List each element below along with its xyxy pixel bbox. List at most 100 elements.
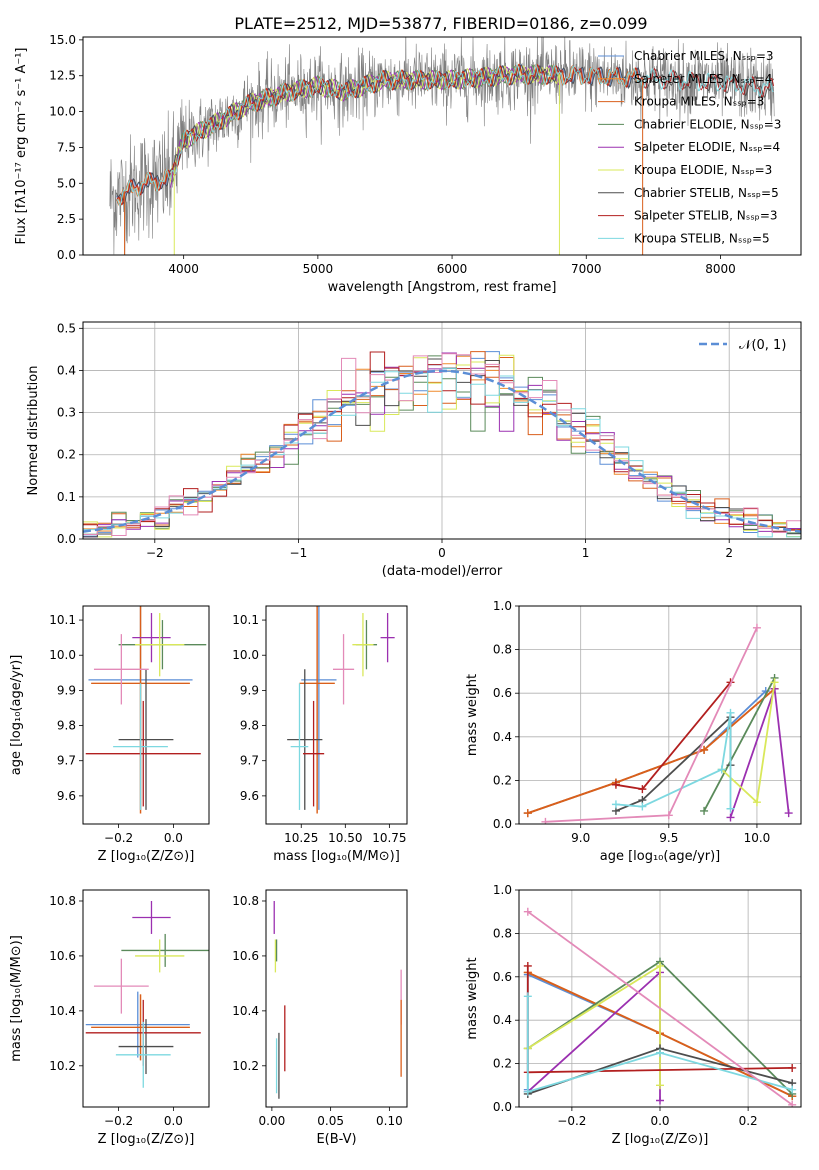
legend-label: 𝒩(0, 1)	[739, 338, 786, 353]
panel-4: 9.0 9.5 10.0 0.0 0.2 0.4 0.6 0.8 1.0 age [log₁₀(a…	[465, 599, 802, 864]
x-axis-label: (data-model)/error	[382, 564, 503, 579]
weight-line	[703, 677, 776, 812]
x-axis-label: age [log₁₀(age/yr)]	[600, 849, 721, 864]
error-point	[118, 669, 174, 810]
panel-1: −2 −1 0 1 2 0.0 0.1 0.2 0.3 0.4 0.5 (data-model)/er…	[26, 321, 802, 579]
x-tick-label: 0.0	[650, 1114, 669, 1128]
error-point	[93, 634, 149, 705]
error-point	[303, 700, 325, 807]
error-point	[118, 1019, 174, 1075]
x-tick-label: 9.5	[659, 831, 678, 845]
x-tick-label: 6000	[437, 262, 468, 276]
y-tick-label: 10.8	[49, 894, 76, 908]
x-tick-label: 0	[438, 546, 446, 560]
plus-marker	[523, 961, 532, 970]
plus-marker	[656, 1048, 664, 1057]
plus-marker	[788, 1085, 797, 1094]
y-tick-label: 0.2	[493, 773, 512, 787]
y-axis-label: mass [log₁₀(M/M⊙)]	[9, 935, 24, 1062]
error-point	[132, 613, 171, 663]
plot-area	[85, 606, 207, 814]
error-point	[91, 994, 190, 1061]
x-tick-label: 10.25	[284, 831, 318, 845]
x-tick-label: 8000	[705, 262, 736, 276]
error-point	[132, 900, 171, 934]
x-tick-label: 9.0	[571, 831, 590, 845]
y-tick-label: 10.0	[49, 105, 76, 119]
plus-marker	[752, 798, 761, 807]
y-tick-label: 2.5	[57, 212, 76, 226]
x-tick-label: 10.50	[328, 831, 362, 845]
plus-marker	[523, 907, 532, 916]
weight-line	[527, 910, 793, 1106]
x-tick-label: 2	[725, 546, 733, 560]
y-axis-label: Normed distribution	[26, 366, 41, 496]
x-axis-label: Z [log₁₀(Z/Z⊙)]	[98, 849, 195, 864]
legend-label: Salpeter MILES, Nₛₛₚ=4	[634, 72, 772, 86]
plus-marker	[523, 809, 532, 818]
axes-frame	[265, 889, 408, 1108]
x-tick-label: −0.2	[557, 1114, 586, 1128]
weight-line	[526, 996, 793, 1094]
plus-marker	[788, 1063, 797, 1072]
plot-area	[287, 606, 395, 814]
plus-marker	[700, 806, 709, 815]
error-point	[93, 958, 149, 1014]
x-tick-label: 0.0	[164, 831, 183, 845]
error-point	[113, 683, 168, 810]
x-tick-label: 0.05	[317, 1114, 344, 1128]
legend-label: Chabrier MILES, Nₛₛₚ=3	[634, 49, 774, 63]
x-tick-label: 7000	[571, 262, 602, 276]
y-tick-label: 9.9	[240, 683, 259, 697]
plot-area	[523, 623, 793, 824]
y-tick-label: 0.4	[57, 363, 76, 377]
legend-label: Chabrier STELIB, Nₛₛₚ=5	[634, 186, 779, 200]
y-tick-label: 9.6	[240, 789, 259, 803]
x-tick-label: 0.2	[739, 1114, 758, 1128]
x-tick-label: 10.75	[372, 831, 406, 845]
error-point	[121, 933, 209, 967]
x-axis-label: Z [log₁₀(Z/Z⊙)]	[98, 1132, 195, 1147]
panel-7: −0.2 0.0 0.2 0.0 0.2 0.4 0.6 0.8 1.0 Z [log₁₀(Z/Z…	[465, 883, 802, 1147]
legend-label: Chabrier ELODIE, Nₛₛₚ=3	[634, 117, 781, 131]
y-tick-label: 10.0	[49, 648, 76, 662]
legend-label: Salpeter ELODIE, Nₛₛₚ=4	[634, 140, 780, 154]
normal-curve	[83, 369, 801, 533]
y-tick-label: 0.6	[493, 686, 512, 700]
y-tick-label: 0.2	[57, 448, 76, 462]
y-tick-label: 10.1	[232, 613, 259, 627]
plus-marker	[752, 623, 761, 632]
plot-area	[273, 900, 402, 1099]
y-tick-label: 10.0	[232, 648, 259, 662]
y-tick-label: 10.6	[232, 949, 259, 963]
plus-marker	[523, 1087, 532, 1096]
y-tick-label: 0.3	[57, 406, 76, 420]
x-axis-label: wavelength [Angstrom, rest frame]	[328, 280, 557, 295]
axes-frame	[518, 889, 802, 1108]
y-axis-label: mass weight	[465, 674, 480, 756]
axes-frame	[518, 605, 802, 825]
x-tick-label: 0.0	[164, 1114, 183, 1128]
histogram-step-9	[83, 368, 801, 539]
figure-title: PLATE=2512, MJD=53877, FIBERID=0186, z=0…	[234, 14, 647, 33]
x-tick-label: 0.00	[259, 1114, 286, 1128]
axes-frame	[82, 36, 802, 256]
panels: 4000 5000 6000 7000 80000.02.55.07.510.012.5…	[9, 33, 802, 1147]
error-point	[332, 634, 355, 705]
error-point	[287, 669, 323, 810]
plus-marker	[726, 708, 735, 717]
x-axis-label: Z [log₁₀(Z/Z⊙)]	[612, 1132, 709, 1147]
x-tick-label: −0.2	[104, 1114, 133, 1128]
y-tick-label: 9.9	[57, 683, 76, 697]
y-tick-label: 5.0	[57, 176, 76, 190]
x-tick-label: −2	[146, 546, 164, 560]
y-tick-label: 0.4	[493, 1013, 512, 1027]
spectrum-data-line	[109, 37, 775, 255]
plus-marker	[770, 678, 779, 687]
plot-area	[85, 900, 209, 1088]
legend-label: Kroupa ELODIE, Nₛₛₚ=3	[634, 163, 772, 177]
plus-marker	[726, 804, 735, 813]
error-point	[85, 700, 201, 807]
